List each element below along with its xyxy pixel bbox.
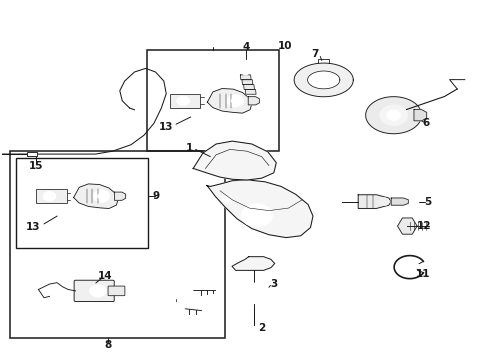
FancyBboxPatch shape — [169, 94, 200, 108]
FancyBboxPatch shape — [36, 189, 66, 203]
Polygon shape — [413, 109, 426, 121]
Circle shape — [222, 196, 232, 203]
Circle shape — [174, 285, 187, 295]
Bar — [27, 152, 37, 156]
Polygon shape — [390, 198, 407, 205]
Circle shape — [94, 288, 102, 294]
Circle shape — [167, 302, 184, 315]
Text: 10: 10 — [277, 41, 291, 51]
Polygon shape — [365, 97, 421, 134]
Text: 7: 7 — [311, 49, 319, 59]
Text: 14: 14 — [98, 271, 112, 282]
Circle shape — [241, 204, 272, 227]
Polygon shape — [242, 80, 252, 85]
Circle shape — [386, 110, 400, 121]
Text: 5: 5 — [424, 197, 430, 207]
Polygon shape — [245, 89, 256, 94]
Polygon shape — [243, 85, 254, 89]
Polygon shape — [240, 75, 251, 80]
FancyBboxPatch shape — [74, 280, 114, 302]
Polygon shape — [397, 218, 416, 234]
Text: 6: 6 — [422, 118, 429, 128]
Circle shape — [169, 281, 192, 299]
Polygon shape — [231, 257, 274, 270]
Polygon shape — [294, 63, 352, 97]
Polygon shape — [114, 192, 125, 200]
Polygon shape — [248, 97, 259, 105]
Circle shape — [43, 192, 56, 201]
Text: 13: 13 — [25, 222, 40, 232]
Text: 8: 8 — [104, 340, 111, 350]
Circle shape — [231, 98, 239, 104]
Circle shape — [379, 105, 407, 126]
Circle shape — [93, 190, 110, 202]
Polygon shape — [357, 195, 390, 208]
Text: 4: 4 — [242, 42, 249, 52]
Text: 9: 9 — [153, 191, 160, 201]
Text: 11: 11 — [415, 269, 430, 279]
Text: 15: 15 — [28, 161, 43, 171]
Polygon shape — [307, 71, 339, 89]
Circle shape — [242, 71, 248, 75]
Circle shape — [226, 95, 243, 107]
Text: 12: 12 — [416, 221, 431, 231]
Circle shape — [89, 285, 106, 297]
Circle shape — [378, 198, 388, 206]
Text: 13: 13 — [159, 122, 173, 132]
Bar — [16, 158, 147, 248]
Bar — [146, 50, 278, 151]
Polygon shape — [193, 141, 276, 180]
Polygon shape — [74, 184, 118, 208]
Bar — [10, 151, 224, 338]
Circle shape — [246, 288, 261, 299]
Text: 2: 2 — [258, 323, 264, 333]
Circle shape — [97, 193, 105, 199]
Circle shape — [171, 306, 180, 312]
FancyBboxPatch shape — [108, 286, 124, 296]
Text: 3: 3 — [270, 279, 277, 289]
Polygon shape — [207, 89, 251, 113]
Circle shape — [240, 283, 267, 303]
Circle shape — [176, 96, 189, 105]
Text: 1: 1 — [186, 143, 193, 153]
Polygon shape — [206, 180, 312, 238]
